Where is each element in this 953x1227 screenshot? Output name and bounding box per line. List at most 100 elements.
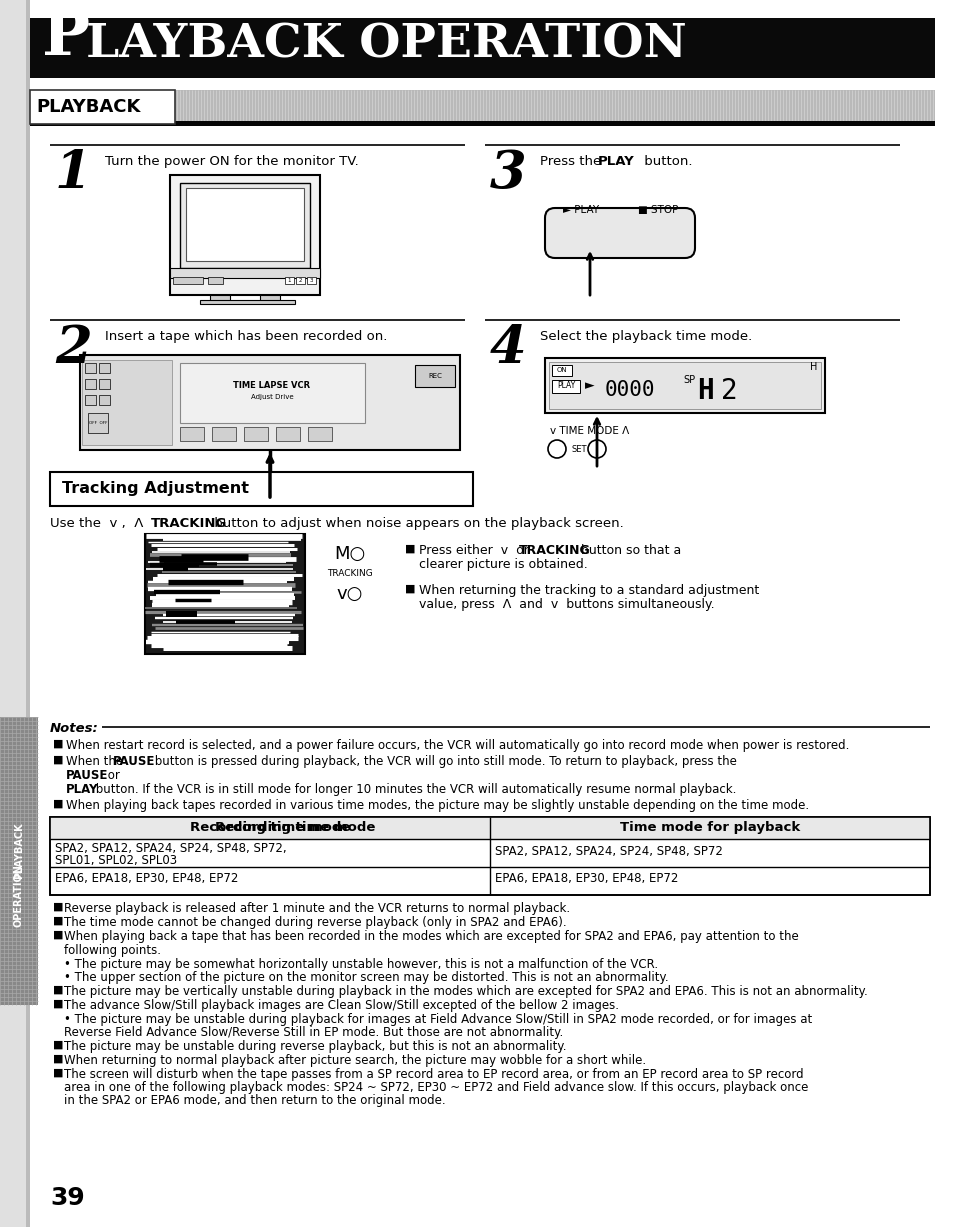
Bar xyxy=(552,380,579,393)
Bar xyxy=(0,717,38,1005)
Text: LAYBACK OPERATION: LAYBACK OPERATION xyxy=(86,22,686,67)
FancyBboxPatch shape xyxy=(544,209,695,258)
Bar xyxy=(30,121,934,126)
Text: OPERATION: OPERATION xyxy=(14,865,24,928)
Text: button to adjust when noise appears on the playback screen.: button to adjust when noise appears on t… xyxy=(210,517,623,530)
Text: ■: ■ xyxy=(53,1054,64,1064)
Text: Press the: Press the xyxy=(539,155,605,168)
Text: clearer picture is obtained.: clearer picture is obtained. xyxy=(418,558,587,571)
Bar xyxy=(99,363,110,373)
Text: H: H xyxy=(809,362,817,372)
Bar xyxy=(260,294,280,301)
Bar xyxy=(85,395,96,405)
Text: Adjust Drive: Adjust Drive xyxy=(251,394,293,400)
Bar xyxy=(212,427,235,440)
Text: ■: ■ xyxy=(53,930,64,940)
Text: TRACKING: TRACKING xyxy=(151,517,227,530)
Text: EPA6, EPA18, EP30, EP48, EP72: EPA6, EPA18, EP30, EP48, EP72 xyxy=(495,872,678,885)
Text: Tracking Adjustment: Tracking Adjustment xyxy=(62,481,249,497)
Bar xyxy=(30,90,174,124)
Bar xyxy=(544,358,824,413)
Bar xyxy=(145,534,305,654)
Bar xyxy=(170,175,319,294)
Bar xyxy=(30,90,934,124)
Text: The screen will disturb when the tape passes from a SP record area to EP record : The screen will disturb when the tape pa… xyxy=(64,1067,802,1081)
Text: ■: ■ xyxy=(53,799,64,809)
Bar xyxy=(26,0,30,1227)
Text: PAUSE: PAUSE xyxy=(112,755,155,768)
Bar xyxy=(415,364,455,387)
Text: PLAY: PLAY xyxy=(66,783,98,796)
Text: 2: 2 xyxy=(298,279,301,283)
Text: or: or xyxy=(104,769,120,782)
Text: ■: ■ xyxy=(53,985,64,995)
Bar xyxy=(208,277,223,283)
Text: P: P xyxy=(42,7,90,67)
Bar xyxy=(99,379,110,389)
Text: ■: ■ xyxy=(53,1040,64,1050)
Text: The time mode cannot be changed during reverse playback (only in SPA2 and EPA6).: The time mode cannot be changed during r… xyxy=(64,917,566,929)
Text: 39: 39 xyxy=(50,1187,85,1210)
Text: The picture may be vertically unstable during playback in the modes which are ex: The picture may be vertically unstable d… xyxy=(64,985,867,998)
Bar xyxy=(50,817,929,839)
Text: 2: 2 xyxy=(720,377,737,405)
Bar xyxy=(82,360,172,445)
Text: PLAYBACK: PLAYBACK xyxy=(14,822,24,880)
Text: Time mode for playback: Time mode for playback xyxy=(619,822,800,834)
Text: ■: ■ xyxy=(53,917,64,926)
Text: PLAY: PLAY xyxy=(598,155,634,168)
Text: ■: ■ xyxy=(53,902,64,912)
Text: SPA2, SPA12, SPA24, SP24, SP48, SP72,: SPA2, SPA12, SPA24, SP24, SP48, SP72, xyxy=(55,842,286,855)
Text: SET: SET xyxy=(572,444,587,454)
Text: Use the  v ,  Λ: Use the v , Λ xyxy=(50,517,152,530)
Text: The advance Slow/Still playback images are Clean Slow/Still excepted of the bell: The advance Slow/Still playback images a… xyxy=(64,999,618,1012)
Bar xyxy=(50,472,473,506)
Text: area in one of the following playback modes: SP24 ~ SP72, EP30 ~ EP72 and Field : area in one of the following playback mo… xyxy=(64,1081,807,1094)
Text: button.: button. xyxy=(639,155,692,168)
Text: v TIME MODE Λ: v TIME MODE Λ xyxy=(550,426,629,436)
Bar xyxy=(85,363,96,373)
Text: Press either  v  or  Λ: Press either v or Λ xyxy=(418,544,553,557)
Text: OFF  OFF: OFF OFF xyxy=(89,421,107,425)
Text: TRACKING: TRACKING xyxy=(518,544,590,557)
Text: 1: 1 xyxy=(55,148,91,199)
Bar xyxy=(80,355,459,450)
Text: When playing back tapes recorded in various time modes, the picture may be sligh: When playing back tapes recorded in vari… xyxy=(66,799,808,812)
Text: 3: 3 xyxy=(490,148,526,199)
Bar xyxy=(186,188,304,261)
Text: When returning to normal playback after picture search, the picture may wobble f: When returning to normal playback after … xyxy=(64,1054,645,1067)
Text: ■: ■ xyxy=(53,739,64,748)
Text: 1: 1 xyxy=(287,279,291,283)
Text: 2: 2 xyxy=(55,323,91,374)
Text: following points.: following points. xyxy=(64,944,161,957)
Bar xyxy=(30,18,934,79)
Bar xyxy=(308,427,332,440)
Text: Reverse playback is released after 1 minute and the VCR returns to normal playba: Reverse playback is released after 1 min… xyxy=(64,902,570,915)
Bar xyxy=(0,0,28,1227)
Text: When the: When the xyxy=(66,755,127,768)
Text: ■: ■ xyxy=(405,584,416,594)
Text: TIME LAPSE VCR: TIME LAPSE VCR xyxy=(233,380,311,389)
Bar xyxy=(50,817,929,894)
Text: PLAYBACK: PLAYBACK xyxy=(36,98,140,117)
Bar xyxy=(180,183,310,267)
Text: button. If the VCR is in still mode for longer 10 minutes the VCR will automatic: button. If the VCR is in still mode for … xyxy=(91,783,736,796)
Text: ■: ■ xyxy=(405,544,416,555)
Text: value, press  Λ  and  v  buttons simultaneously.: value, press Λ and v buttons simultaneou… xyxy=(418,598,714,611)
Text: Notes:: Notes: xyxy=(50,721,99,735)
Text: REC: REC xyxy=(428,373,441,379)
Bar xyxy=(285,277,294,283)
Text: PLAY: PLAY xyxy=(557,382,575,390)
Text: • The picture may be unstable during playback for images at Field Advance Slow/S: • The picture may be unstable during pla… xyxy=(64,1014,811,1026)
Text: button so that a: button so that a xyxy=(577,544,680,557)
Bar xyxy=(172,277,203,283)
Bar xyxy=(548,362,821,409)
Text: • The upper section of the picture on the monitor screen may be distorted. This : • The upper section of the picture on th… xyxy=(64,971,668,984)
Text: SP: SP xyxy=(682,375,695,385)
Bar xyxy=(180,363,365,423)
Bar xyxy=(99,395,110,405)
Text: Reverse Field Advance Slow/Reverse Still in EP mode. But those are not abnormali: Reverse Field Advance Slow/Reverse Still… xyxy=(64,1026,562,1039)
Text: • The picture may be somewhat horizontally unstable however, this is not a malfu: • The picture may be somewhat horizontal… xyxy=(64,958,658,971)
Bar xyxy=(88,413,108,433)
Bar xyxy=(244,427,268,440)
